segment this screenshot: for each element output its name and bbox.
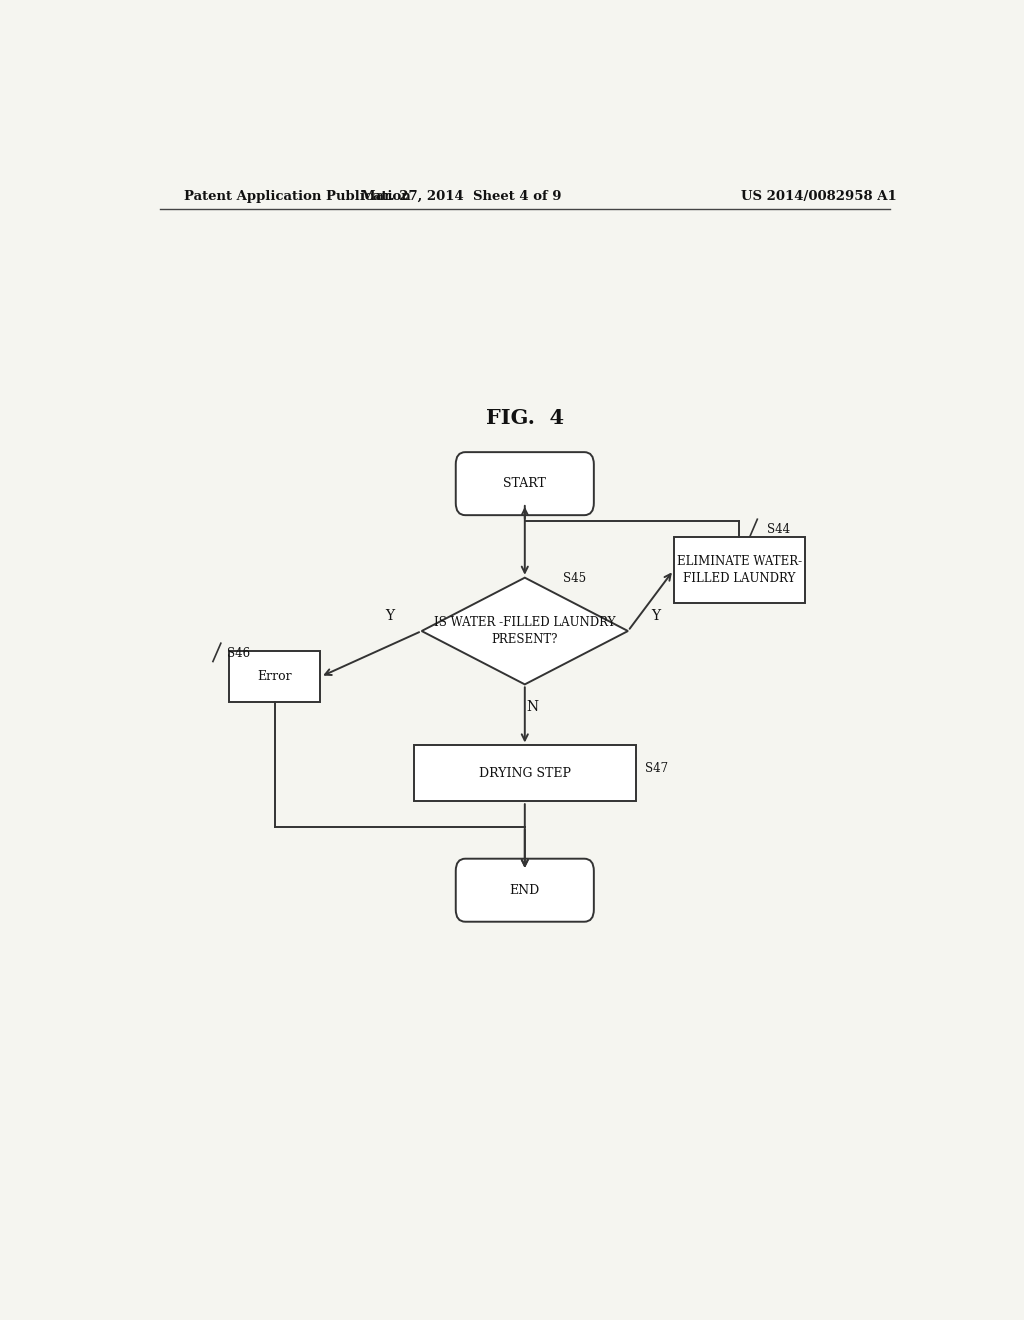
Text: IS WATER -FILLED LAUNDRY
PRESENT?: IS WATER -FILLED LAUNDRY PRESENT? [434,616,615,645]
Text: START: START [504,477,546,490]
Text: FIG.  4: FIG. 4 [485,408,564,428]
Text: ELIMINATE WATER-
FILLED LAUNDRY: ELIMINATE WATER- FILLED LAUNDRY [677,556,802,585]
Text: Mar. 27, 2014  Sheet 4 of 9: Mar. 27, 2014 Sheet 4 of 9 [361,190,561,202]
Text: DRYING STEP: DRYING STEP [479,767,570,780]
Text: Error: Error [257,671,292,684]
Bar [674,537,805,603]
Bar [414,746,636,801]
Text: S47: S47 [645,762,669,775]
Text: Y: Y [385,609,394,623]
Text: S46: S46 [227,647,250,660]
Text: Patent Application Publication: Patent Application Publication [183,190,411,202]
Text: END: END [510,883,540,896]
Text: N: N [526,700,539,714]
FancyBboxPatch shape [456,859,594,921]
Text: US 2014/0082958 A1: US 2014/0082958 A1 [740,190,896,202]
Text: S45: S45 [563,572,586,585]
Text: Y: Y [651,609,660,623]
FancyBboxPatch shape [456,453,594,515]
Bar [229,651,321,702]
Text: S44: S44 [767,523,790,536]
Polygon shape [422,578,628,684]
